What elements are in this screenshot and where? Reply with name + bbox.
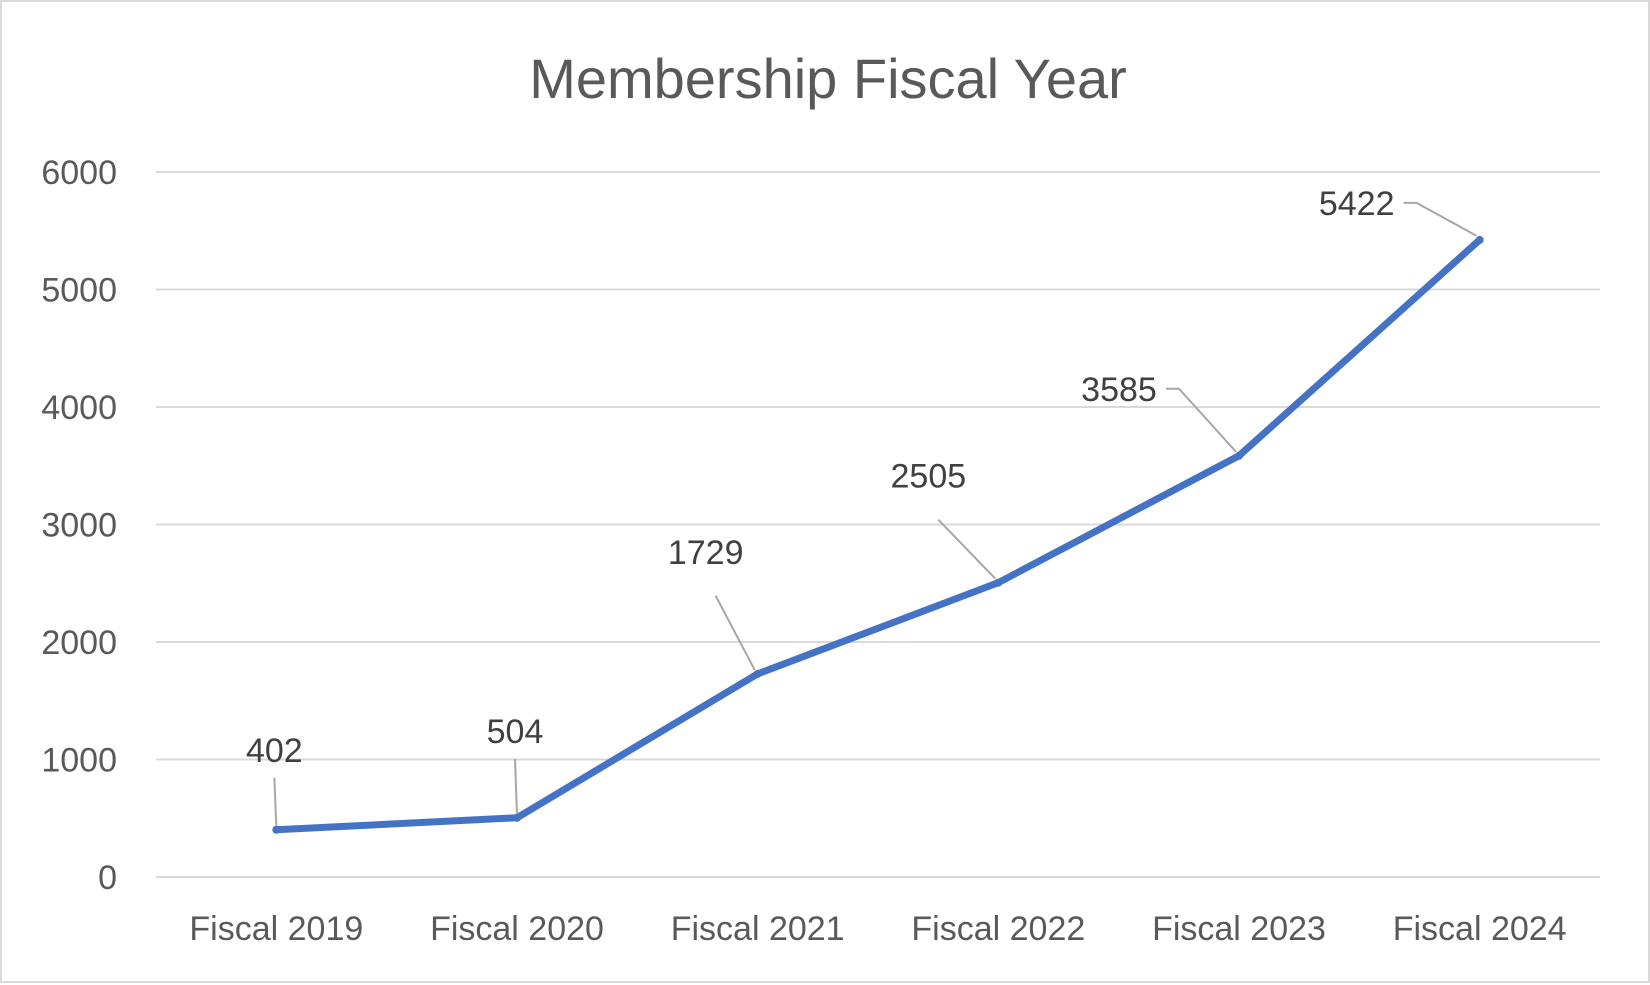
- data-point: [1235, 451, 1243, 460]
- label-leader-line: [937, 518, 997, 580]
- data-label: 504: [487, 713, 544, 751]
- label-leader-line: [1166, 387, 1237, 453]
- label-leader-line: [514, 758, 518, 814]
- data-labels: 402 504 1729 2505 3585 5422: [246, 185, 1478, 826]
- x-tick-label: Fiscal 2019: [189, 910, 363, 948]
- y-tick-label: 6000: [41, 154, 117, 192]
- x-tick-label: Fiscal 2023: [1152, 910, 1326, 948]
- data-point: [1475, 235, 1484, 244]
- y-tick-label: 5000: [41, 272, 117, 310]
- y-tick-label: 1000: [41, 742, 117, 780]
- series-layer: [272, 235, 1484, 834]
- data-point: [513, 813, 521, 822]
- series-line: [272, 236, 1484, 834]
- x-axis-ticks: Fiscal 2019 Fiscal 2020 Fiscal 2021 Fiscal …: [189, 910, 1566, 948]
- y-tick-label: 4000: [41, 389, 117, 427]
- data-point: [753, 669, 762, 678]
- y-tick-label: 0: [98, 859, 117, 897]
- data-label: 2505: [891, 458, 967, 496]
- y-tick-label: 3000: [41, 507, 117, 545]
- chart-title: Membership Fiscal Year: [529, 47, 1127, 110]
- label-leader-line: [273, 777, 278, 826]
- data-label: 402: [246, 732, 303, 770]
- gridlines: [156, 171, 1600, 878]
- data-label: 3585: [1081, 371, 1157, 409]
- data-point: [272, 825, 281, 834]
- data-point: [994, 578, 1003, 587]
- y-tick-label: 2000: [41, 624, 117, 662]
- data-label: 1729: [668, 534, 744, 572]
- y-axis-ticks: 0 1000 2000 3000 4000 5000 6000: [41, 154, 117, 897]
- x-tick-label: Fiscal 2022: [911, 910, 1085, 948]
- label-leader-line: [714, 595, 756, 671]
- data-label: 5422: [1319, 185, 1395, 223]
- x-tick-label: Fiscal 2020: [430, 910, 604, 948]
- x-tick-label: Fiscal 2021: [671, 910, 845, 948]
- label-leader-line: [1403, 201, 1478, 237]
- x-tick-label: Fiscal 2024: [1393, 910, 1567, 948]
